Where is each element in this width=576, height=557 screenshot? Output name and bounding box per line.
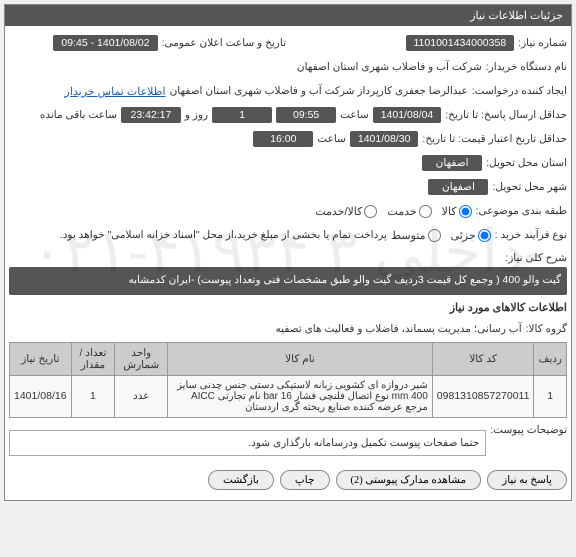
table-header: کد کالا (432, 342, 534, 375)
radio-goods-label: کالا (442, 205, 457, 218)
city2: اصفهان (428, 179, 488, 195)
group-label: گروه کالا: (526, 323, 567, 335)
goods-table: ردیفکد کالانام کالاواحد شمارشتعداد / مقد… (9, 342, 567, 418)
deadline-time-label: ساعت (340, 109, 369, 121)
table-cell: 1 (71, 375, 115, 417)
days: 1 (212, 107, 272, 123)
table-cell: 1401/08/16 (10, 375, 72, 417)
group-value: آب رسانی؛ مدیریت پسماند، فاضلاب و فعالیت… (276, 323, 522, 335)
validity-label: حداقل تاریخ اعتبار قیمت: تا تاریخ: (422, 133, 567, 145)
category-radio-group: کالا خدمت کالا/خدمت (315, 205, 471, 218)
table-header: ردیف (534, 342, 567, 375)
table-cell: 1 (534, 375, 567, 417)
process-radio-group: جزئی متوسط (391, 229, 491, 242)
radio-medium[interactable]: متوسط (391, 229, 441, 242)
buyer-org-label: نام دستگاه خریدار: (486, 61, 567, 73)
radio-partial-label: جزئی (451, 229, 476, 242)
buyer-org: شرکت آب و فاضلاب شهری استان اصفهان (297, 61, 482, 73)
deadline-time: 09:55 (276, 107, 336, 123)
desc-label: شرح کلی نیاز: (9, 252, 567, 264)
table-cell: عدد (115, 375, 168, 417)
button-row: پاسخ به نیاز مشاهده مدارک پیوستی (2) چاپ… (9, 464, 567, 496)
requester-label: ایجاد کننده درخواست: (472, 85, 567, 97)
table-header: نام کالا (168, 342, 433, 375)
city2-label: شهر محل تحویل: (492, 181, 567, 193)
category-label: طبقه بندی موضوعی: (476, 205, 567, 217)
hours-remain: 23:42:17 (121, 107, 181, 123)
radio-partial[interactable]: جزئی (451, 229, 491, 242)
deadline-date: 1401/08/04 (373, 107, 442, 123)
desc-text: گیت والو 400 ( وجمع کل قیمت 3ردیف گیت وا… (9, 267, 567, 295)
validity-date: 1401/08/30 (350, 131, 419, 147)
radio-both[interactable]: کالا/خدمت (315, 205, 377, 218)
panel-title: جزئیات اطلاعات نیاز (5, 5, 571, 26)
process-label: نوع فرآیند خرید : (495, 229, 567, 241)
validity-time-label: ساعت (317, 133, 346, 145)
public-announce-label: تاریخ و ساعت اعلان عمومی: (162, 37, 286, 49)
need-number-label: شماره نیاز: (518, 37, 567, 49)
radio-medium-label: متوسط (391, 229, 426, 242)
hours-remain-label: ساعت باقی مانده (40, 109, 117, 121)
public-announce: 1401/08/02 - 09:45 (53, 35, 157, 51)
contact-link[interactable]: اطلاعات تماس خریدار (65, 85, 166, 98)
days-label: روز و (185, 109, 208, 121)
radio-both-label: کالا/خدمت (315, 205, 362, 218)
radio-goods[interactable]: کالا (442, 205, 472, 218)
requester: عبدالرضا جعفری کارپرداز شرکت آب و فاضلاب… (170, 85, 468, 97)
need-number: 1101001434000358 (406, 35, 515, 51)
table-header: تاریخ نیاز (10, 342, 72, 375)
city-label: استان محل تحویل: (486, 157, 567, 169)
note-label: توضیحات پیوست: (490, 424, 567, 436)
table-header: واحد شمارش (115, 342, 168, 375)
details-panel: جزئیات اطلاعات نیاز شماره نیاز: 11010014… (4, 4, 572, 501)
validity-time: 16:00 (253, 131, 313, 147)
radio-service-label: خدمت (387, 205, 416, 218)
back-button[interactable]: بازگشت (208, 470, 274, 490)
radio-service[interactable]: خدمت (387, 205, 431, 218)
process-note: پرداخت تمام یا بخشی از مبلغ خرید،از محل … (60, 229, 387, 241)
city: اصفهان (422, 155, 482, 171)
reply-button[interactable]: پاسخ به نیاز (487, 470, 567, 490)
table-header: تعداد / مقدار (71, 342, 115, 375)
deadline-label: حداقل ارسال پاسخ: تا تاریخ: (445, 109, 567, 121)
table-row: 10981310857270011شیر دروازه ای کشویی زبا… (10, 375, 567, 417)
table-cell: شیر دروازه ای کشویی زبانه لاستیکی دستی ج… (168, 375, 433, 417)
table-cell: 0981310857270011 (432, 375, 534, 417)
print-button[interactable]: چاپ (280, 470, 330, 490)
attachments-button[interactable]: مشاهده مدارک پیوستی (2) (336, 470, 482, 490)
goods-header: اطلاعات کالاهای مورد نیاز (9, 301, 567, 314)
note-text: حتما صفحات پیوست تکمیل ودرسامانه بارگذار… (9, 430, 486, 456)
